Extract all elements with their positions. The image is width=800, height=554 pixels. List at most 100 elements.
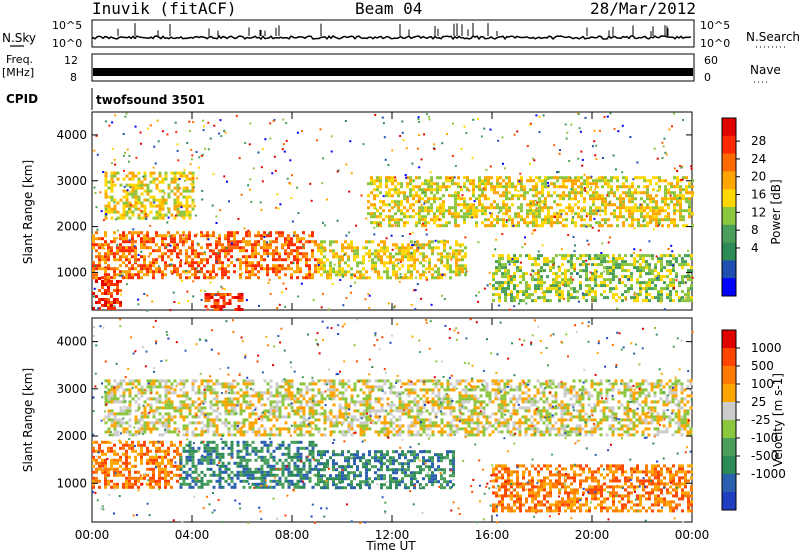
echo-cell (407, 249, 410, 253)
echo-cell (612, 266, 615, 270)
echo-cell (595, 206, 598, 210)
echo-cell (158, 255, 161, 259)
scatter-echo-cell (580, 150, 583, 153)
echo-cell (140, 424, 144, 428)
echo-cell (646, 203, 649, 207)
echo-cell (125, 258, 128, 262)
scatter-echo-cell (501, 136, 504, 139)
echo-cell (534, 290, 537, 294)
scatter-echo-cell (94, 265, 97, 267)
echo-cell (601, 185, 604, 189)
echo-cell (164, 264, 167, 268)
scatter-echo-cell (531, 204, 534, 207)
echo-cell (236, 473, 240, 477)
scatter-echo-cell (93, 149, 96, 152)
echo-cell (535, 212, 538, 216)
echo-cell (427, 179, 430, 183)
echo-cell (523, 188, 526, 192)
echo-cell (104, 210, 108, 214)
echo-cell (215, 243, 218, 247)
echo-cell (140, 461, 143, 465)
echo-cell (670, 191, 673, 195)
echo-cell (266, 252, 269, 256)
echo-cell (213, 299, 217, 302)
echo-cell (104, 207, 108, 211)
echo-cell (269, 485, 273, 489)
echo-cell (284, 452, 288, 456)
echo-cell (107, 195, 111, 199)
echo-cell (433, 218, 436, 222)
echo-cell (104, 216, 108, 220)
echo-cell (302, 482, 306, 486)
echo-cell (146, 267, 149, 271)
echo-cell (457, 212, 460, 216)
echo-cell (580, 194, 583, 198)
echo-cell (152, 237, 155, 241)
echo-cell (122, 240, 125, 244)
echo-cell (639, 284, 642, 288)
echo-cell (412, 188, 415, 192)
echo-cell (458, 267, 461, 271)
echo-cell (194, 467, 198, 471)
echo-cell (161, 424, 165, 428)
scatter-echo-cell (579, 130, 582, 133)
echo-cell (113, 467, 116, 471)
freq-label-1: Freq. (6, 53, 33, 66)
echo-cell (251, 440, 255, 444)
echo-cell (371, 267, 374, 271)
echo-cell (379, 200, 382, 204)
echo-cell (173, 240, 176, 244)
echo-cell (158, 246, 161, 250)
echo-cell (266, 243, 269, 247)
echo-cell (368, 486, 371, 490)
echo-cell (323, 468, 326, 472)
echo-cell (612, 287, 615, 291)
echo-cell (383, 483, 386, 487)
echo-cell (504, 275, 507, 279)
scatter-echo-cell (508, 263, 511, 266)
echo-cell (571, 221, 574, 225)
echo-cell (628, 215, 631, 219)
scatter-echo-cell (434, 239, 437, 242)
scatter-echo-cell (382, 122, 385, 125)
echo-cell (185, 204, 189, 208)
echo-cell (368, 450, 371, 454)
echo-cell (504, 266, 507, 270)
echo-cell (344, 465, 347, 469)
echo-cell (350, 480, 353, 484)
echo-cell (436, 224, 439, 228)
echo-cell (562, 182, 565, 186)
echo-cell (107, 276, 110, 280)
scatter-echo-cell (345, 234, 348, 237)
noise-trace (92, 23, 692, 41)
echo-cell (365, 276, 368, 280)
echo-cell (383, 243, 386, 247)
echo-cell (113, 237, 116, 241)
scatter-echo-cell (95, 135, 98, 137)
scatter-echo-cell (121, 271, 124, 274)
scatter-echo-cell (269, 137, 272, 140)
echo-cell (104, 267, 107, 271)
echo-cell (134, 470, 137, 474)
echo-cell (332, 480, 335, 484)
freq-left-tick-bottom: 8 (70, 71, 77, 84)
echo-cell (140, 415, 144, 419)
echo-cell (122, 452, 125, 456)
echo-cell (531, 299, 534, 303)
echo-cell (407, 255, 410, 259)
echo-cell (395, 273, 398, 277)
echo-cell (206, 243, 209, 247)
echo-cell (242, 440, 246, 444)
echo-cell (236, 440, 240, 444)
scatter-echo-cell (312, 299, 315, 301)
echo-cell (362, 276, 365, 280)
echo-cell (501, 266, 504, 270)
echo-cell (260, 479, 264, 483)
echo-cell (182, 446, 186, 450)
echo-cell (522, 293, 525, 297)
echo-cell (463, 203, 466, 207)
echo-cell (401, 258, 404, 262)
echo-cell (365, 462, 368, 466)
scatter-echo-cell (422, 191, 425, 194)
